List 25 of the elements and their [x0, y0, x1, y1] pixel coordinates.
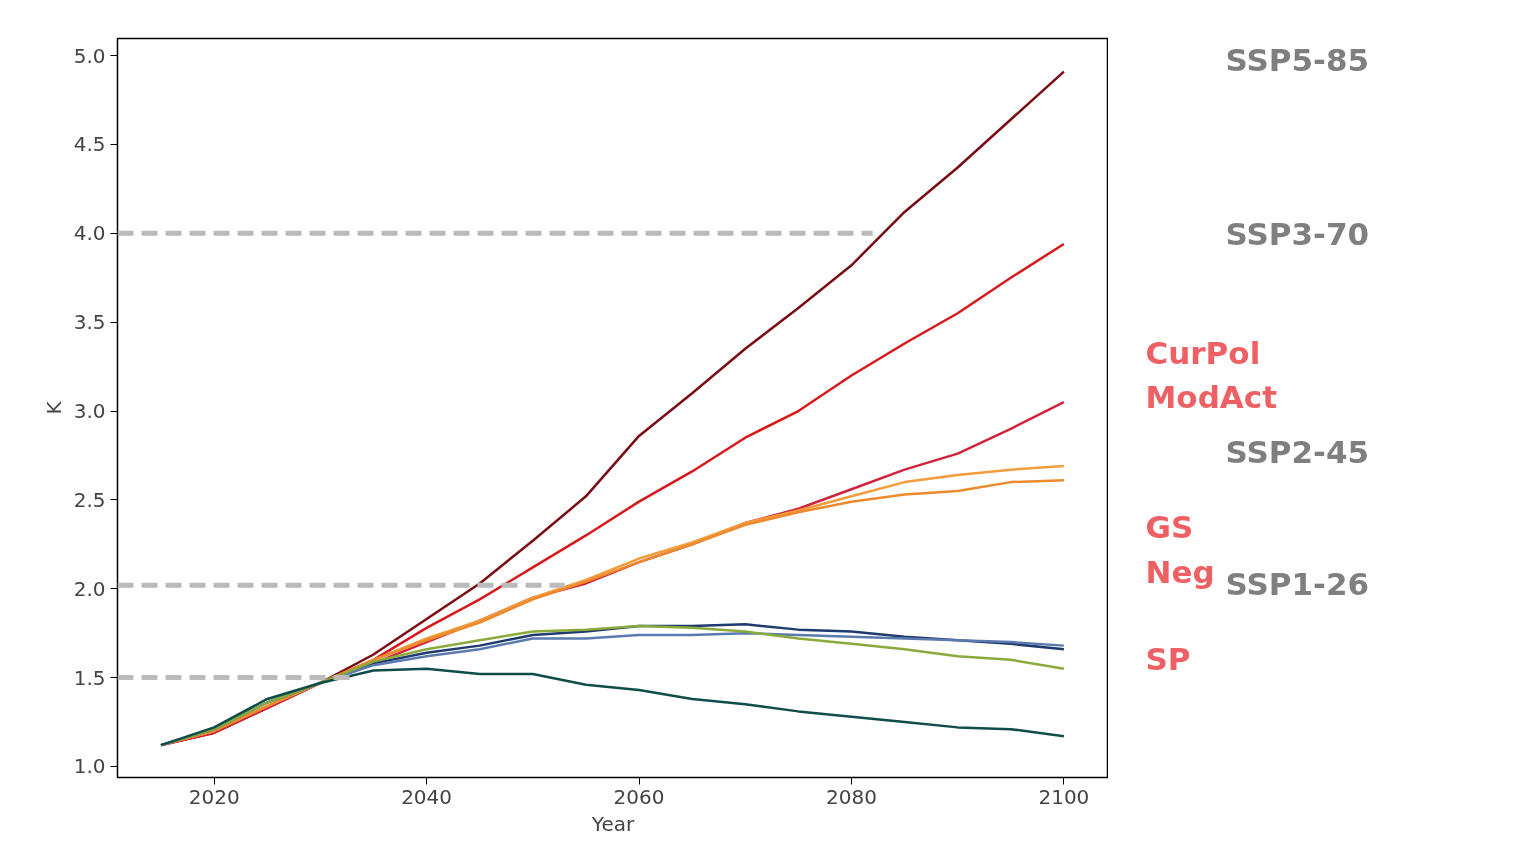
text: CurPol [1145, 334, 1261, 371]
text: SSP1-26 [1225, 565, 1370, 602]
text: GS [1145, 509, 1194, 546]
y-tick-label: 4.5 [73, 132, 106, 157]
x-tick-label: 2080 [826, 784, 877, 809]
y-tick-label: 3.0 [73, 399, 106, 424]
y-tick-label: 2.5 [73, 487, 106, 512]
y-tick-label: 1.5 [73, 665, 106, 690]
y-tick-label: 2.0 [73, 576, 106, 601]
x-tick-label: 2060 [613, 784, 665, 809]
text: SSP5-85 [1225, 41, 1370, 78]
text: ModAct [1145, 379, 1278, 416]
text: Neg [1145, 553, 1215, 590]
x-tick-label: 2040 [401, 784, 453, 809]
text: SSP3-70 [1225, 216, 1370, 253]
y-tick-label: 3.5 [73, 310, 106, 335]
x-tick-label: 2100 [1038, 784, 1090, 809]
x-tick-label: 2020 [188, 784, 240, 809]
y-axis-title: K [41, 400, 66, 415]
text: SSP2-45 [1225, 434, 1370, 470]
text: SP [1145, 640, 1191, 677]
y-tick-label: 1.0 [73, 754, 106, 779]
x-axis-title: Year [590, 811, 635, 836]
y-tick-label: 4.0 [73, 221, 106, 246]
y-tick-label: 5.0 [73, 43, 106, 68]
